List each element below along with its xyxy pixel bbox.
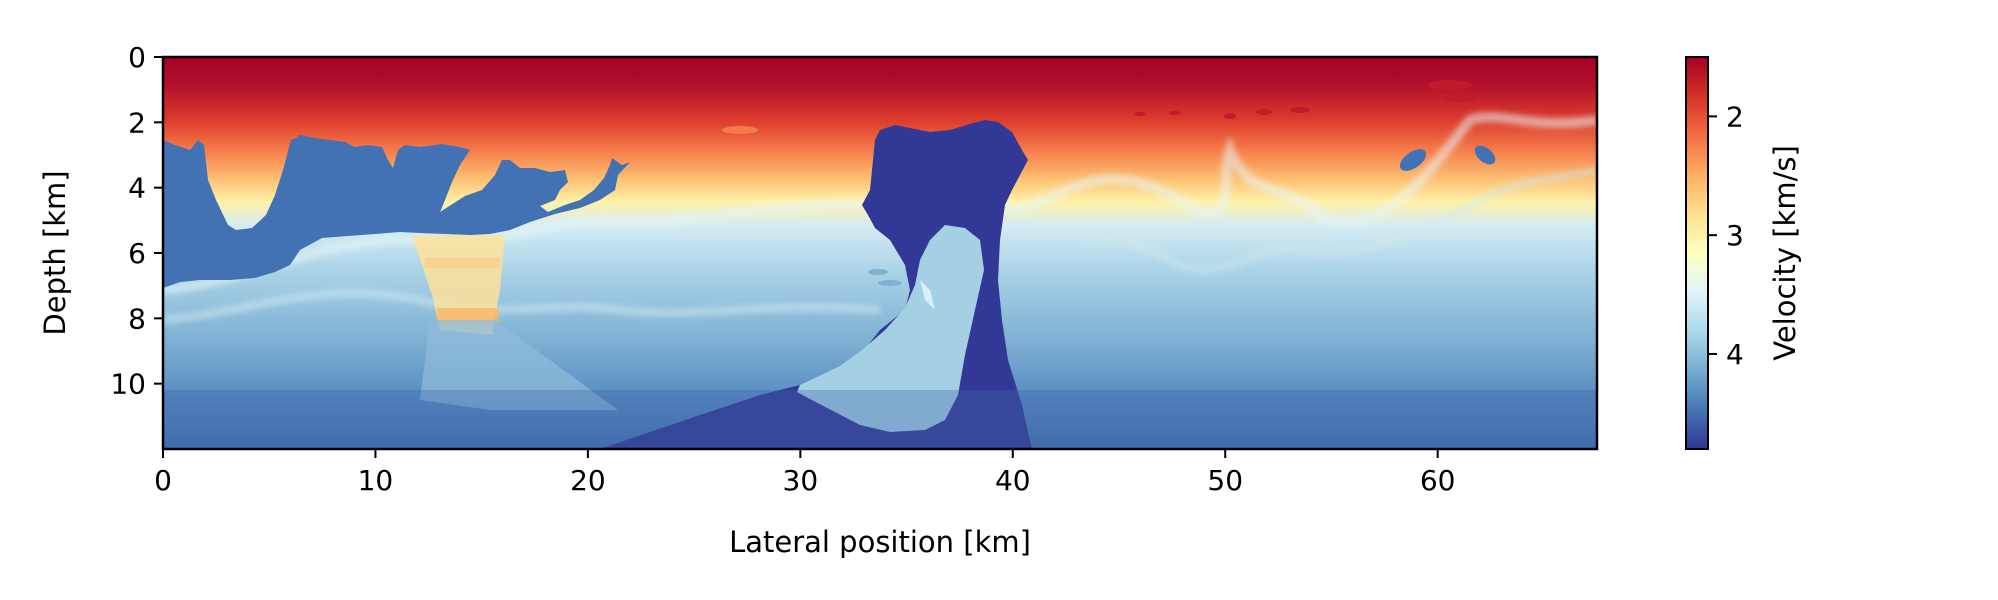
colorbar	[1685, 56, 1709, 450]
sediment-layer-2	[163, 289, 881, 324]
near-surface-pockets	[722, 80, 1478, 134]
salt-inclusion-light	[797, 225, 984, 432]
x-tick-label: 20	[570, 464, 606, 497]
plot-area	[163, 57, 1597, 449]
salt-inclusion-highlight	[920, 280, 935, 310]
x-tick-label: 10	[358, 464, 394, 497]
y-tick-label: 0	[128, 41, 146, 74]
colorbar-tick-label: 4	[1726, 338, 1744, 371]
y-tick-label: 8	[128, 302, 146, 335]
lens	[878, 280, 902, 286]
pocket	[1256, 109, 1272, 115]
colorbar-label: Velocity [km/s]	[1768, 145, 1802, 361]
x-tick-label: 0	[154, 464, 172, 497]
x-tick-label: 40	[995, 464, 1031, 497]
y-axis-label: Depth [km]	[38, 170, 72, 335]
fault-block	[420, 320, 618, 410]
pocket	[1442, 94, 1478, 102]
colorbar-ticks: 2 3 4	[1708, 100, 1744, 371]
x-axis-label: Lateral position [km]	[729, 525, 1031, 559]
pocket	[1169, 111, 1181, 115]
pocket	[1134, 112, 1146, 116]
lens	[868, 269, 888, 275]
dark-lenses	[868, 145, 1496, 286]
deep-overlay	[163, 390, 1597, 449]
sediment-band	[437, 308, 499, 322]
sediment-band	[425, 258, 500, 268]
y-tick-label: 10	[110, 368, 146, 401]
x-tick-label: 50	[1207, 464, 1243, 497]
pocket	[1290, 107, 1310, 113]
pocket	[1224, 113, 1236, 119]
lens	[1474, 145, 1496, 165]
x-axis-ticks: 0 10 20 30 40 50 60	[154, 449, 1455, 497]
y-tick-label: 4	[128, 172, 146, 205]
y-tick-label: 2	[128, 106, 146, 139]
pocket	[722, 126, 758, 134]
x-tick-label: 60	[1420, 464, 1456, 497]
lens	[1399, 149, 1427, 171]
pocket	[1428, 80, 1472, 90]
y-axis-ticks: 0 2 4 6 8 10	[110, 41, 163, 401]
sediment-layer-3	[1029, 166, 1597, 274]
salt-canopy-left	[163, 135, 630, 288]
colorbar-tick-label: 3	[1726, 219, 1744, 252]
y-tick-label: 6	[128, 237, 146, 270]
colorbar-tick-label: 2	[1726, 100, 1744, 133]
x-tick-label: 30	[783, 464, 819, 497]
